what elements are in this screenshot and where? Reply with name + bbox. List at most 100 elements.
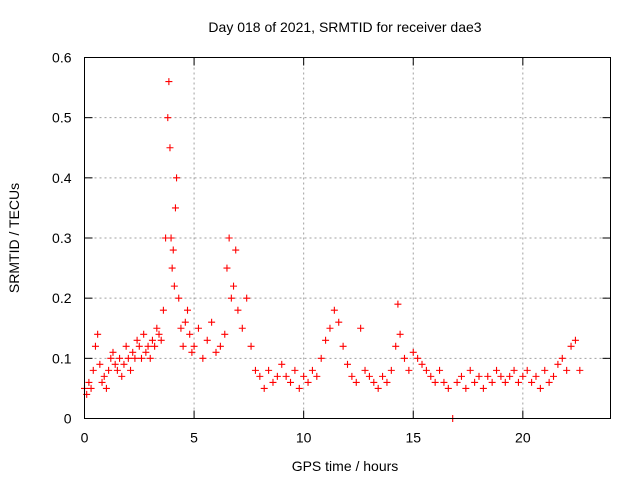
data-point xyxy=(357,324,365,332)
data-point xyxy=(457,372,465,380)
y-tick-label: 0.6 xyxy=(52,50,72,66)
data-point xyxy=(184,306,192,314)
data-point xyxy=(475,372,483,380)
data-point xyxy=(453,378,461,386)
data-point xyxy=(484,372,492,380)
data-point xyxy=(190,342,198,350)
data-point xyxy=(471,378,479,386)
data-point xyxy=(313,372,321,380)
data-point xyxy=(405,366,413,374)
y-tick-label: 0.4 xyxy=(52,170,72,186)
data-point xyxy=(122,342,130,350)
data-point xyxy=(273,372,281,380)
data-point xyxy=(234,306,242,314)
data-point xyxy=(304,378,312,386)
data-point xyxy=(208,318,216,326)
data-point xyxy=(519,372,527,380)
data-point xyxy=(188,348,196,356)
data-point xyxy=(87,384,95,392)
data-point xyxy=(558,354,566,362)
data-point xyxy=(374,384,382,392)
data-point xyxy=(167,234,175,242)
data-point xyxy=(260,384,268,392)
data-point xyxy=(164,114,172,122)
data-point xyxy=(370,378,378,386)
data-point xyxy=(113,366,121,374)
data-point xyxy=(422,366,430,374)
data-point xyxy=(440,378,448,386)
data-point xyxy=(339,342,347,350)
data-point xyxy=(545,378,553,386)
data-point xyxy=(135,342,143,350)
data-point xyxy=(269,378,277,386)
data-point xyxy=(514,378,522,386)
y-axis-label: SRMTID / TECUs xyxy=(6,183,22,293)
data-point xyxy=(322,336,330,344)
y-tick-label: 0.5 xyxy=(52,110,72,126)
data-point xyxy=(383,378,391,386)
data-point xyxy=(151,342,159,350)
data-point xyxy=(576,366,584,374)
data-point xyxy=(427,372,435,380)
data-point xyxy=(287,378,295,386)
data-point xyxy=(111,360,119,368)
data-point xyxy=(493,366,501,374)
data-point xyxy=(230,282,238,290)
data-point xyxy=(140,330,148,338)
data-point xyxy=(109,348,117,356)
data-point xyxy=(300,372,308,380)
data-point xyxy=(199,354,207,362)
data-point xyxy=(221,330,229,338)
data-point xyxy=(142,348,150,356)
data-point xyxy=(124,354,132,362)
data-point xyxy=(168,264,176,272)
data-point xyxy=(177,324,185,332)
data-point xyxy=(396,330,404,338)
data-point xyxy=(169,246,177,254)
data-point xyxy=(532,372,540,380)
data-point xyxy=(194,324,202,332)
data-point xyxy=(212,348,220,356)
data-point xyxy=(291,366,299,374)
axes: 0 0.1 0.2 0.3 0.4 0.5 0.6 0 5 10 15 20 xyxy=(52,50,611,446)
data-point xyxy=(308,366,316,374)
data-point xyxy=(251,366,259,374)
data-point xyxy=(146,354,154,362)
data-point xyxy=(409,348,417,356)
y-tick-label: 0.1 xyxy=(52,350,72,366)
data-point xyxy=(203,336,211,344)
data-point xyxy=(94,330,102,338)
data-point xyxy=(536,384,544,392)
data-point xyxy=(157,336,165,344)
data-point xyxy=(444,384,452,392)
data-point xyxy=(400,354,408,362)
data-point xyxy=(348,372,356,380)
data-point xyxy=(181,318,189,326)
data-point xyxy=(247,342,255,350)
data-point xyxy=(105,366,113,374)
data-point xyxy=(232,246,240,254)
data-point xyxy=(352,378,360,386)
data-point xyxy=(116,354,124,362)
x-tick-label: 0 xyxy=(81,430,89,446)
data-points xyxy=(81,78,584,422)
data-point xyxy=(216,342,224,350)
data-point xyxy=(129,348,137,356)
y-tick-label: 0 xyxy=(64,411,72,427)
data-point xyxy=(344,360,351,368)
data-point xyxy=(528,378,536,386)
data-point xyxy=(510,366,518,374)
data-point xyxy=(431,378,439,386)
data-point xyxy=(120,360,128,368)
data-point xyxy=(170,282,178,290)
data-point xyxy=(436,366,444,374)
data-point xyxy=(506,372,514,380)
data-point xyxy=(479,384,487,392)
data-point xyxy=(223,264,231,272)
data-point xyxy=(175,294,183,302)
data-point xyxy=(523,366,531,374)
data-point xyxy=(171,204,179,212)
data-point xyxy=(153,324,161,332)
data-point xyxy=(227,294,235,302)
